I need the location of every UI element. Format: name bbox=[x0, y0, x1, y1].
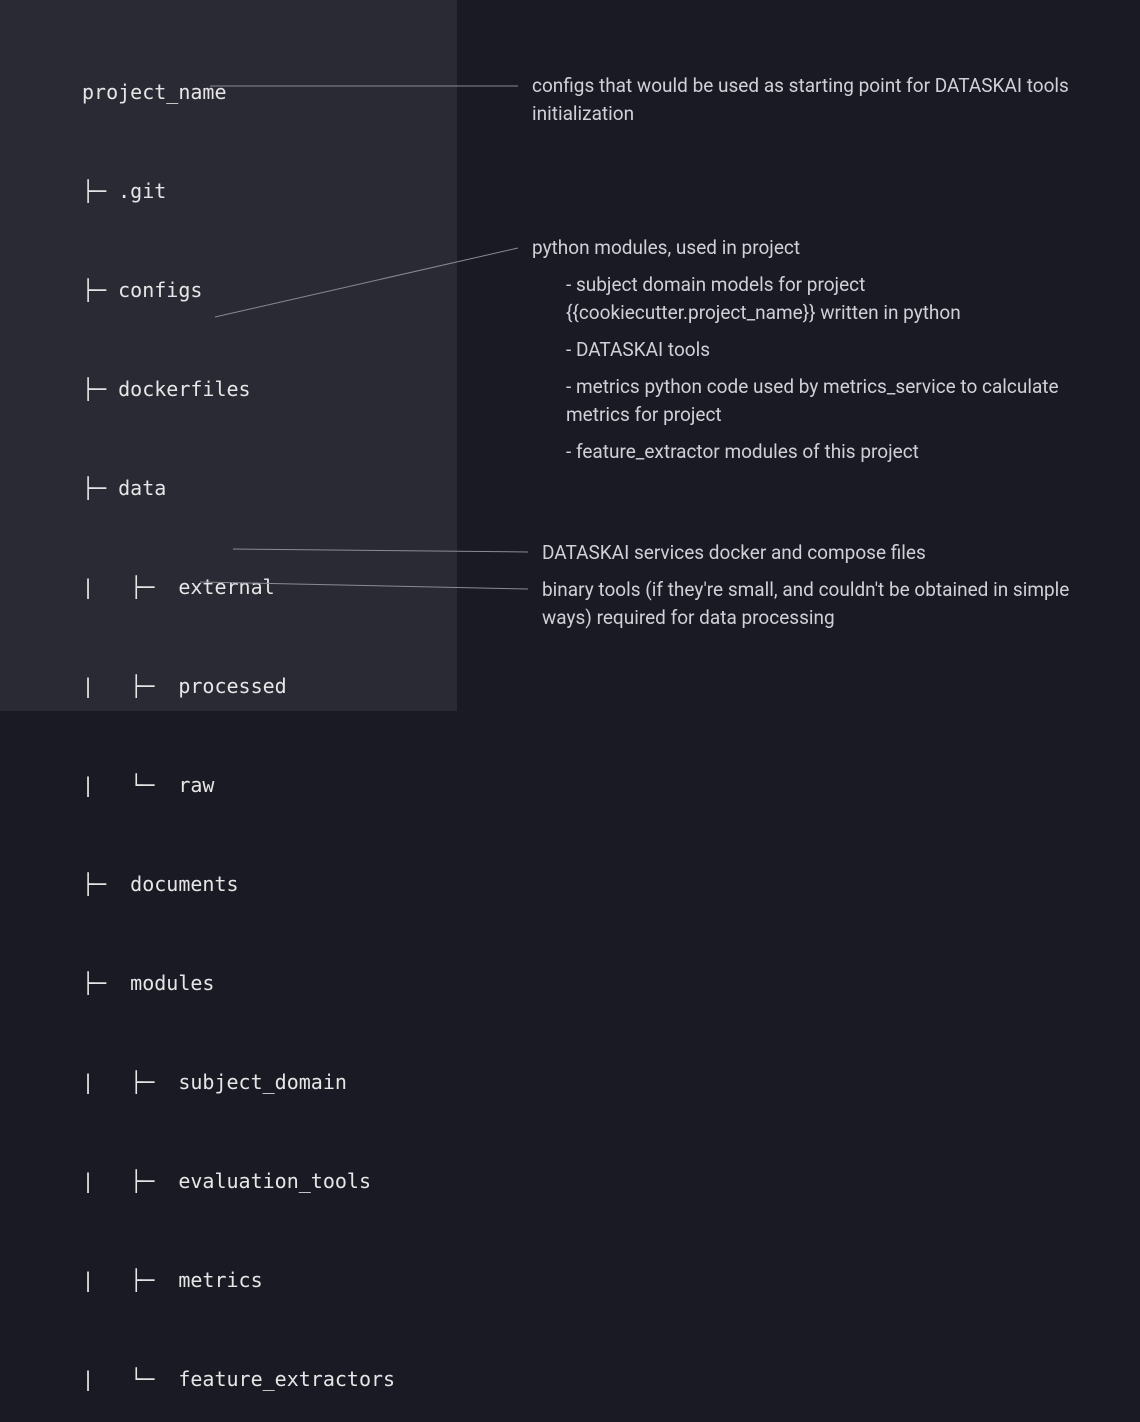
tree-line-configs: ├─ configs bbox=[82, 274, 395, 307]
annotation-modules-text: python modules, used in project bbox=[532, 234, 1092, 262]
directory-tree: project_name ├─ .git ├─ configs ├─ docke… bbox=[82, 10, 395, 1422]
tree-line-modules: ├─ modules bbox=[82, 967, 395, 1000]
tree-line-metrics: | ├─ metrics bbox=[82, 1264, 395, 1297]
tree-line-data: ├─ data bbox=[82, 472, 395, 505]
tree-line-git: ├─ .git bbox=[82, 175, 395, 208]
tree-line-raw: | └─ raw bbox=[82, 769, 395, 802]
annotation-tools: binary tools (if they're small, and coul… bbox=[542, 576, 1092, 632]
annotation-services-text: DATASKAI services docker and compose fil… bbox=[542, 539, 926, 567]
annotation-tools-text: binary tools (if they're small, and coul… bbox=[542, 576, 1092, 632]
tree-line-external: | ├─ external bbox=[82, 571, 395, 604]
annotation-modules-sub-3: - metrics python code used by metrics_se… bbox=[566, 373, 1092, 429]
annotation-modules-sub-2: - DATASKAI tools bbox=[566, 336, 1092, 364]
tree-line-feature-extractors: | └─ feature_extractors bbox=[82, 1363, 395, 1396]
annotation-modules-sub-4: - feature_extractor modules of this proj… bbox=[566, 438, 1092, 466]
annotation-modules-sublist: - subject domain models for project {{co… bbox=[566, 271, 1092, 466]
annotation-configs: configs that would be used as starting p… bbox=[532, 72, 1092, 128]
tree-line-evaluation-tools: | ├─ evaluation_tools bbox=[82, 1165, 395, 1198]
annotation-configs-text: configs that would be used as starting p… bbox=[532, 72, 1092, 128]
tree-line-processed: | ├─ processed bbox=[82, 670, 395, 703]
annotation-modules: python modules, used in project - subjec… bbox=[532, 234, 1092, 466]
annotation-modules-sub-1: - subject domain models for project {{co… bbox=[566, 271, 1092, 327]
annotation-services: DATASKAI services docker and compose fil… bbox=[542, 539, 926, 567]
tree-line-documents: ├─ documents bbox=[82, 868, 395, 901]
tree-line-subject-domain: | ├─ subject_domain bbox=[82, 1066, 395, 1099]
tree-line-dockerfiles: ├─ dockerfiles bbox=[82, 373, 395, 406]
tree-line-root: project_name bbox=[82, 76, 395, 109]
